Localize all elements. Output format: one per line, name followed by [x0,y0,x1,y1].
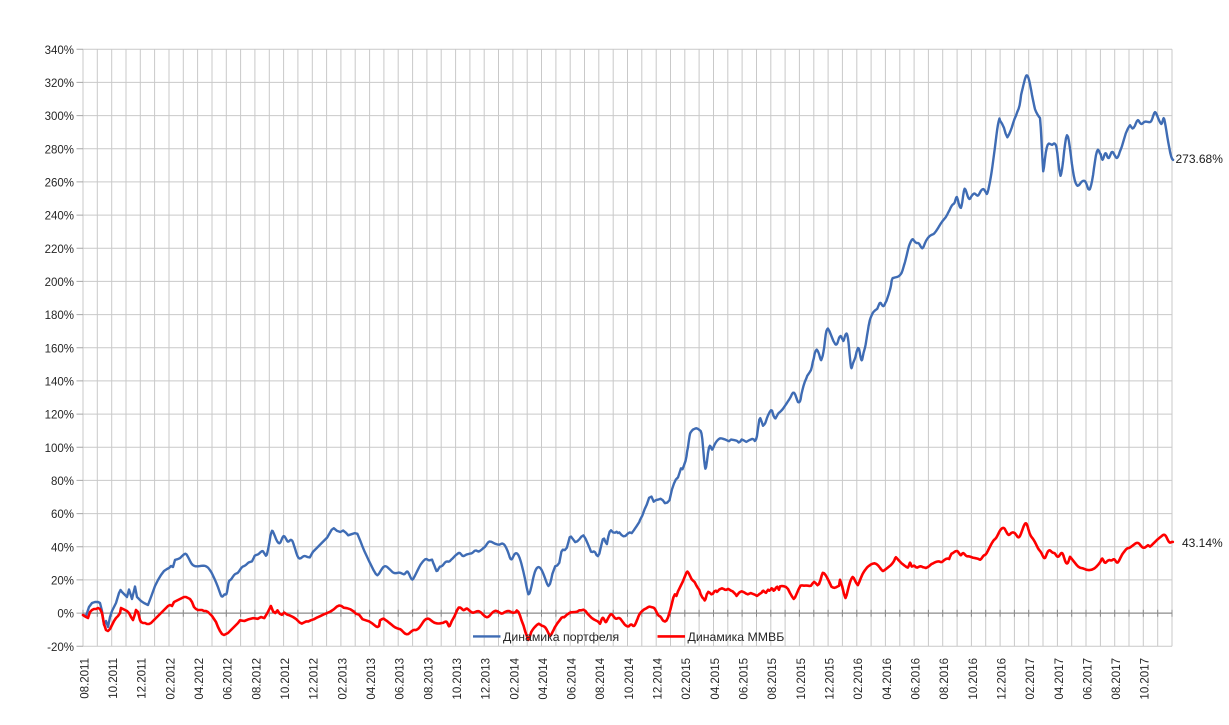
svg-text:300%: 300% [45,111,74,123]
svg-text:08.2012: 08.2012 [251,658,263,700]
svg-text:02.2015: 02.2015 [681,658,693,700]
svg-text:180%: 180% [45,310,74,322]
svg-text:10.2015: 10.2015 [796,658,808,700]
svg-text:02.2013: 02.2013 [337,658,349,700]
svg-text:12.2014: 12.2014 [653,657,665,699]
svg-text:40%: 40% [51,542,74,554]
svg-text:260%: 260% [45,178,74,190]
svg-text:08.2014: 08.2014 [595,657,607,699]
svg-text:340%: 340% [45,45,74,57]
svg-text:08.2013: 08.2013 [423,658,435,700]
svg-text:06.2013: 06.2013 [395,658,407,700]
svg-text:12.2015: 12.2015 [825,658,837,700]
svg-text:12.2016: 12.2016 [997,658,1009,700]
svg-text:06.2012: 06.2012 [223,658,235,700]
svg-text:10.2012: 10.2012 [280,658,292,700]
svg-text:-20%: -20% [47,642,74,654]
svg-text:12.2013: 12.2013 [481,658,493,700]
svg-text:04.2016: 04.2016 [882,658,894,700]
svg-text:08.2011: 08.2011 [79,658,91,699]
svg-text:0%: 0% [57,609,74,621]
svg-text:04.2014: 04.2014 [538,657,550,699]
svg-text:10.2017: 10.2017 [1140,658,1152,700]
svg-text:273.68%: 273.68% [1176,152,1224,166]
svg-text:60%: 60% [51,509,74,521]
svg-text:220%: 220% [45,244,74,256]
svg-text:10.2011: 10.2011 [108,658,120,699]
svg-text:06.2017: 06.2017 [1082,658,1094,700]
svg-text:120%: 120% [45,410,74,422]
svg-text:10.2016: 10.2016 [968,658,980,700]
svg-text:06.2015: 06.2015 [739,658,751,700]
svg-text:02.2016: 02.2016 [853,658,865,700]
svg-text:08.2017: 08.2017 [1111,658,1123,700]
svg-text:Динамика ММВБ: Динамика ММВБ [688,630,785,644]
svg-text:10.2014: 10.2014 [624,657,636,699]
svg-text:10.2013: 10.2013 [452,658,464,700]
svg-text:02.2014: 02.2014 [509,657,521,699]
svg-text:04.2012: 04.2012 [194,658,206,700]
svg-text:160%: 160% [45,343,74,355]
svg-text:80%: 80% [51,476,74,488]
svg-text:Динамика портфеля: Динамика портфеля [503,630,619,644]
svg-text:12.2012: 12.2012 [309,658,321,700]
svg-text:08.2016: 08.2016 [939,658,951,700]
svg-text:08.2015: 08.2015 [767,658,779,700]
svg-text:280%: 280% [45,144,74,156]
svg-text:04.2013: 04.2013 [366,658,378,700]
svg-text:140%: 140% [45,377,74,389]
svg-text:06.2016: 06.2016 [911,658,923,700]
svg-text:04.2015: 04.2015 [710,658,722,700]
svg-text:02.2012: 02.2012 [165,658,177,700]
svg-text:320%: 320% [45,78,74,90]
svg-text:200%: 200% [45,277,74,289]
svg-text:43.14%: 43.14% [1182,536,1223,550]
svg-text:20%: 20% [51,576,74,588]
svg-text:240%: 240% [45,211,74,223]
svg-text:100%: 100% [45,443,74,455]
svg-text:02.2017: 02.2017 [1025,658,1037,700]
svg-text:12.2011: 12.2011 [137,658,149,699]
svg-text:06.2014: 06.2014 [567,657,579,699]
svg-text:04.2017: 04.2017 [1054,658,1066,700]
